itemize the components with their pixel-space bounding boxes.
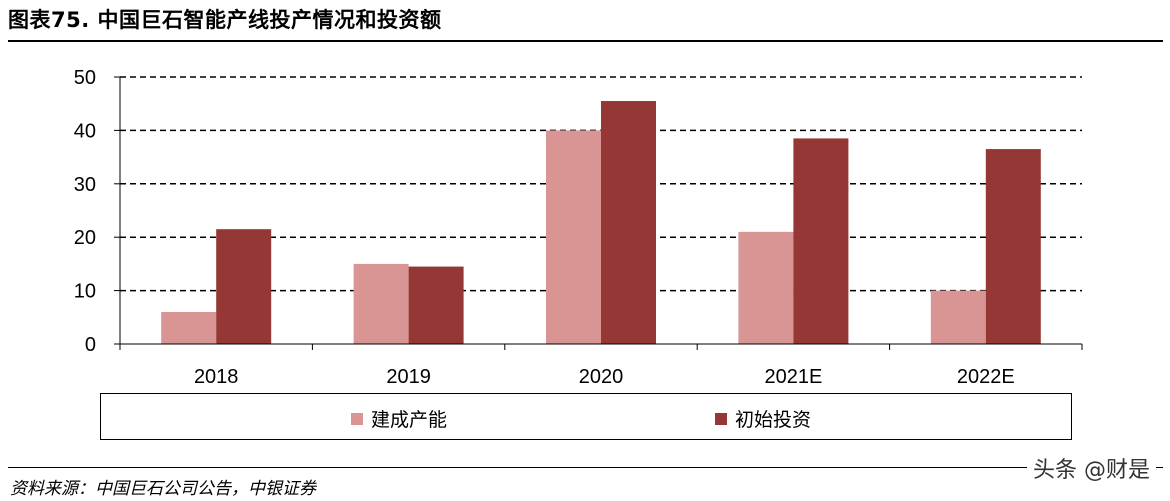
bar-investment-2019 — [408, 266, 464, 344]
legend-item-capacity: 建成产能 — [351, 405, 447, 432]
x-tick-label: 2020 — [579, 366, 624, 388]
footer-divider — [8, 467, 1163, 468]
y-tick-label: 40 — [74, 120, 96, 142]
bar-capacity-2018 — [161, 311, 217, 344]
title-divider — [8, 40, 1163, 42]
axis-layer: 0 10 20 30 40 50 2018 2019 2020 2021E 2022E — [74, 67, 1083, 388]
y-tick-label: 0 — [85, 334, 96, 356]
legend-swatch-investment — [715, 412, 727, 425]
x-tick-label: 2021E — [764, 366, 822, 388]
bar-capacity-2019 — [353, 263, 409, 344]
chart-title: 图表75. 中国巨石智能产线投产情况和投资额 — [8, 8, 442, 32]
legend-item-investment: 初始投资 — [715, 405, 811, 432]
x-tick-label: 2018 — [194, 366, 239, 388]
x-tick-label: 2022E — [957, 366, 1015, 388]
bar-investment-2020 — [601, 101, 656, 344]
y-tick-label: 50 — [74, 67, 96, 89]
bar-capacity-2022E — [930, 290, 986, 344]
y-tick-label: 10 — [74, 281, 96, 303]
legend-swatch-capacity — [351, 412, 363, 425]
bar-investment-2021E — [793, 138, 849, 344]
bar-capacity-2021E — [738, 231, 794, 344]
y-tick-label: 20 — [74, 227, 96, 249]
legend-label-investment: 初始投资 — [735, 409, 812, 431]
bar-investment-2018 — [216, 229, 272, 344]
watermark: 头条 @财是 — [1027, 452, 1156, 484]
legend: 建成产能 初始投资 — [100, 393, 1072, 440]
legend-label-capacity: 建成产能 — [371, 409, 448, 431]
source-note: 资料来源：中国巨石公司公告，中银证券 — [10, 479, 316, 499]
bars-layer — [161, 101, 1041, 344]
x-tick-label: 2019 — [386, 366, 431, 388]
bar-capacity-2020 — [546, 130, 601, 344]
bar-investment-2022E — [985, 149, 1041, 344]
y-tick-label: 30 — [74, 174, 96, 196]
